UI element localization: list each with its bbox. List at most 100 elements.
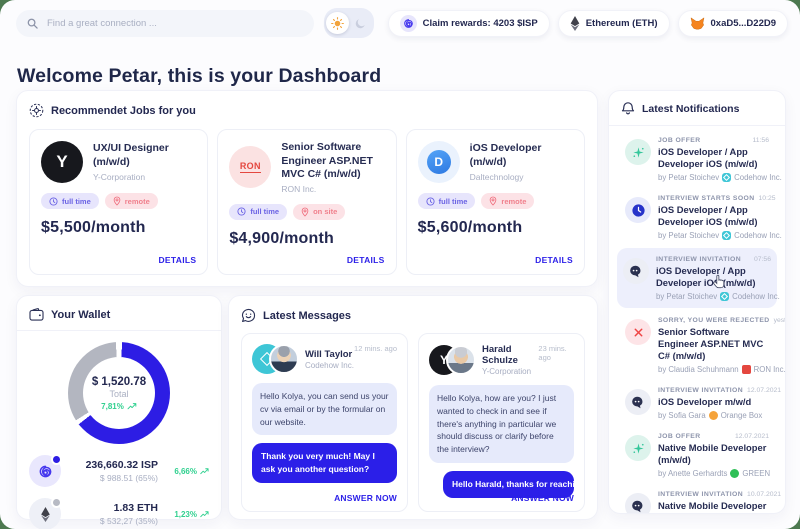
notification-kicker: JOB OFFER bbox=[658, 433, 701, 441]
pin-icon bbox=[113, 196, 121, 206]
job-salary: $5,500/month bbox=[41, 219, 146, 236]
network-selector[interactable]: Ethereum (ETH) bbox=[557, 9, 670, 37]
notification-title: iOS Developer / App Developer iOS (m/w/d… bbox=[658, 146, 758, 170]
light-mode-segment[interactable] bbox=[325, 12, 349, 34]
notification-item[interactable]: INTERVIEW INVITATION 12.07.2021 iOS Devel… bbox=[621, 380, 781, 426]
outgoing-message: Thank you very much! May I ask you anoth… bbox=[252, 443, 397, 483]
company-logo: Y bbox=[41, 141, 83, 183]
notification-byline: by Petar Stoichev Codehow Inc. bbox=[658, 173, 782, 183]
details-link[interactable]: DETAILS bbox=[346, 255, 385, 265]
answer-now-link[interactable]: ANSWER NOW bbox=[334, 493, 397, 503]
codehow-mini-logo bbox=[720, 292, 730, 302]
job-card[interactable]: RON Senior Software Engineer ASP.NET MVC… bbox=[217, 129, 397, 275]
notification-kicker: INTERVIEW STARTS SOON bbox=[658, 195, 755, 203]
chat-smiley-icon bbox=[241, 308, 256, 322]
asset-amount: 1.83 ETH bbox=[113, 502, 158, 514]
job-card[interactable]: D iOS Developer (m/w/d) Daltechnology fu… bbox=[405, 129, 585, 275]
claim-rewards-button[interactable]: Claim rewards: 4203 $ISP bbox=[387, 9, 550, 37]
section-title: Your Wallet bbox=[51, 308, 111, 321]
rejected-x-icon bbox=[625, 319, 651, 346]
notification-title: Native Mobile Developer / iOS Developer … bbox=[658, 500, 767, 513]
notification-kicker: INTERVIEW INVITATION bbox=[658, 491, 744, 499]
pin-icon bbox=[490, 196, 497, 206]
dark-mode-segment[interactable] bbox=[349, 12, 372, 34]
notification-title: iOS Developer / App Developer iOS (m/w/d… bbox=[658, 204, 758, 228]
notification-kicker: JOB OFFER bbox=[658, 137, 701, 144]
asset-amount: 236,660.32 ISP bbox=[85, 459, 158, 471]
job-title: Senior Software Engineer ASP.NET MVC C# … bbox=[281, 141, 373, 181]
asset-row-isp[interactable]: 236,660.32 ISP $ 988.51 (65%) 6,66% bbox=[29, 454, 209, 487]
sender-name: Will Taylor bbox=[305, 348, 353, 360]
section-title: Latest Messages bbox=[263, 309, 352, 322]
wallet-icon bbox=[29, 308, 44, 321]
trend-up-icon bbox=[127, 403, 137, 410]
asset-dot bbox=[51, 497, 62, 508]
wallet-total-change: 7,81% bbox=[101, 402, 137, 411]
notification-kicker: INTERVIEW INVITATION bbox=[658, 387, 744, 395]
details-link[interactable]: DETAILS bbox=[158, 255, 197, 265]
notification-time: 10:25 bbox=[758, 195, 776, 203]
message-thread[interactable]: Y Harald Schulze Y-Corporation 23 mins. … bbox=[418, 333, 585, 512]
chat-bubble-icon bbox=[625, 389, 651, 416]
avatar-group: Y bbox=[429, 345, 476, 375]
sun-icon bbox=[330, 16, 344, 30]
wallet-total-value: $ 1,520.78 bbox=[91, 375, 147, 388]
recommended-jobs-panel: Recommendet Jobs for you Y UX/UI Designe… bbox=[16, 90, 598, 287]
message-thread[interactable]: Will Taylor Codehow Inc. 12 mins. ago He… bbox=[241, 333, 408, 512]
notification-title: iOS Developer / App Developer iOS (m/w/d… bbox=[656, 265, 756, 289]
tag-location: remote bbox=[481, 193, 535, 209]
green-mini-logo bbox=[730, 469, 740, 479]
notification-item[interactable]: INTERVIEW STARTS SOON 10:25 iOS Developer… bbox=[621, 188, 782, 246]
notification-item[interactable]: JOB OFFER 12.07.2021 Native Mobile Develo… bbox=[621, 426, 773, 484]
notification-item[interactable]: SORRY, YOU WERE REJECTEDyesterday Senior… bbox=[621, 310, 786, 380]
theme-toggle[interactable] bbox=[323, 8, 374, 38]
notification-item-highlighted[interactable]: INTERVIEW INVITATION 07:56 iOS Developer … bbox=[617, 248, 780, 309]
asset-row-eth[interactable]: 1.83 ETH $ 532,27 (35%) 1,23% bbox=[29, 497, 209, 529]
wallet-address-button[interactable]: 0xaD5...D22D9 bbox=[677, 9, 788, 37]
notification-time: 07:56 bbox=[753, 256, 771, 264]
ethereum-icon bbox=[570, 15, 580, 31]
chat-bubble-icon bbox=[623, 258, 649, 285]
search-box[interactable] bbox=[16, 9, 314, 37]
answer-now-link[interactable]: ANSWER NOW bbox=[511, 493, 574, 503]
interview-clock-icon bbox=[625, 197, 651, 224]
job-card[interactable]: Y UX/UI Designer (m/w/d) Y-Corporation f… bbox=[29, 129, 209, 275]
notification-item[interactable]: JOB OFFER 11:56 iOS Developer / App Devel… bbox=[621, 130, 782, 188]
tag-location: on site bbox=[293, 203, 346, 220]
ron-mini-logo bbox=[741, 365, 751, 375]
page-title: Welcome Petar, this is your Dashboard bbox=[17, 65, 382, 88]
search-input[interactable] bbox=[45, 16, 303, 30]
incoming-message: Hello Kolya, how are you? I just wanted … bbox=[429, 385, 574, 463]
notification-byline: by Claudia Schuhmann RON Inc. bbox=[658, 365, 786, 375]
asset-change: 1,23% bbox=[167, 510, 209, 519]
moon-icon bbox=[355, 18, 365, 28]
orange-box-mini-logo bbox=[708, 411, 718, 421]
notification-time: 10.07.2021 bbox=[747, 491, 782, 499]
metamask-fox-icon bbox=[690, 17, 704, 29]
job-offer-star-icon bbox=[625, 139, 651, 165]
job-title: UX/UI Designer (m/w/d) bbox=[93, 142, 169, 168]
notification-item[interactable]: INTERVIEW INVITATION 10.07.2021 Native Mo… bbox=[621, 484, 781, 513]
company-logo: D bbox=[417, 141, 460, 183]
notification-title: iOS Developer m/w/d bbox=[658, 396, 752, 408]
topbar: Claim rewards: 4203 $ISP Ethereum (ETH) … bbox=[16, 8, 788, 38]
tag-full-time: full time bbox=[41, 193, 99, 209]
notification-list: JOB OFFER 11:56 iOS Developer / App Devel… bbox=[617, 130, 786, 513]
sender-company: Codehow Inc. bbox=[305, 360, 354, 370]
job-company: Y-Corporation bbox=[93, 171, 146, 182]
notification-title: Senior Software Engineer ASP.NET MVC C# … bbox=[658, 326, 764, 362]
notification-kicker: SORRY, YOU WERE REJECTED bbox=[658, 317, 770, 325]
asset-usd-value: $ 988.51 (65%) bbox=[99, 473, 158, 483]
recommended-jobs-gear-icon bbox=[29, 103, 44, 118]
details-link[interactable]: DETAILS bbox=[535, 255, 573, 265]
avatar bbox=[269, 344, 299, 374]
isp-token-icon bbox=[399, 14, 417, 32]
job-salary: $4,900/month bbox=[229, 229, 334, 247]
job-salary: $5,600/month bbox=[417, 219, 523, 236]
job-offer-star-icon bbox=[625, 435, 651, 462]
ethereum-icon bbox=[29, 497, 62, 529]
donut-hole bbox=[83, 357, 155, 429]
message-time: 12 mins. ago bbox=[354, 344, 397, 353]
